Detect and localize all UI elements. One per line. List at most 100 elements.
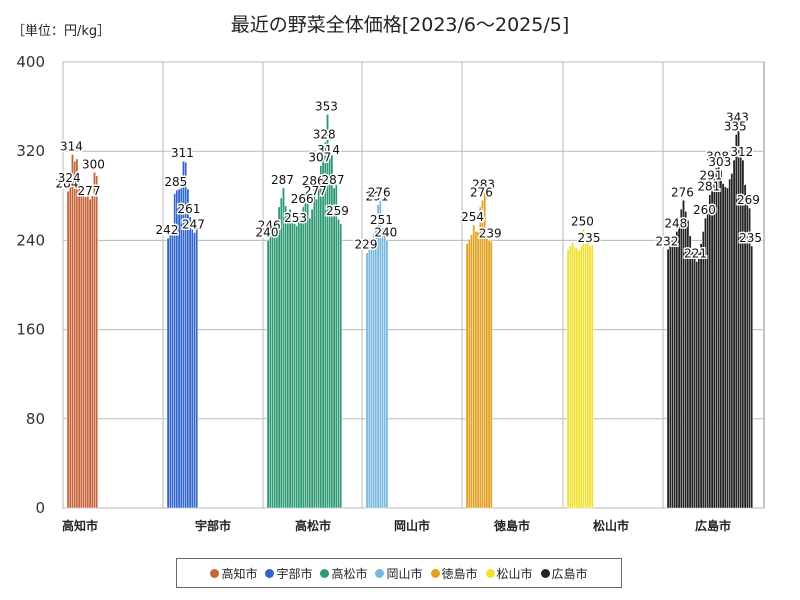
data-label: 254 [461,210,484,224]
bar [737,125,740,509]
bar [269,233,272,509]
data-label: 240 [374,225,397,239]
bar [673,237,676,509]
bar [569,245,572,509]
legend-item-ube: 宇部市 [265,565,312,582]
x-tick-label: 宇部市 [195,518,231,533]
data-label: 251 [370,213,393,227]
bar [319,165,323,509]
bar [68,185,72,509]
legend-dot [485,568,495,578]
data-label: 287 [322,173,345,187]
data-label: 353 [315,99,338,113]
data-label: 286 [302,174,325,188]
data-label: 246 [258,219,281,233]
data-label: 277 [78,184,101,198]
bar [472,224,476,509]
data-label: 324 [58,171,81,185]
bar [374,226,378,509]
bar [385,240,389,509]
bar [190,229,194,509]
y-tick-label: 320 [16,142,45,160]
legend-label: 広島市 [551,566,588,581]
bar [308,217,312,509]
legend-dot [430,568,440,578]
bar [315,198,318,509]
bar [288,208,292,509]
data-label: 276 [671,185,694,199]
bar [465,243,469,509]
data-label: 281 [697,180,720,194]
data-label: 307 [308,151,331,165]
bar [266,240,270,509]
bar [688,235,692,509]
bar [277,206,281,509]
bar [748,207,751,509]
bar [677,222,681,509]
bar [304,193,307,509]
bar [735,134,738,509]
legend-dot [265,568,275,578]
bar [73,161,76,509]
x-tick-label: 高松市 [295,518,331,533]
legend-label: 高松市 [331,566,368,581]
bar [474,231,478,509]
bar [680,208,683,509]
bar [573,246,576,509]
bar [299,211,303,509]
bar [368,248,371,509]
bar [95,175,98,509]
bar [66,191,70,509]
legend-label: 高知市 [221,566,258,581]
bar [173,193,177,509]
bar [280,197,283,509]
data-label: 248 [664,216,687,230]
bar [282,187,285,509]
bar [580,245,583,509]
bar [686,220,690,509]
bar [335,184,338,509]
bar [695,261,698,509]
legend-item-takamatsu: 高松市 [320,565,367,582]
data-label: 259 [326,204,349,218]
data-label: 312 [730,145,753,159]
bar [90,195,94,509]
unit-label: ［単位：円/kg］ [12,24,111,39]
bar [704,217,707,509]
bar [708,194,712,509]
bar [724,186,727,509]
bar [699,243,703,509]
bar [571,242,574,509]
bar [291,219,294,509]
data-label: 247 [182,218,205,232]
bar [490,241,493,509]
bar [715,167,718,509]
bar [710,183,714,509]
x-tick-label: 岡山市 [394,518,430,533]
bar [381,227,384,509]
bar [168,233,172,509]
bar [693,254,696,509]
bar [295,225,299,509]
bar [479,206,482,509]
data-label: 260 [693,203,716,217]
bar [77,178,81,509]
data-label: 242 [156,223,179,237]
legend-label: 松山市 [496,566,533,581]
data-label: 284 [56,176,79,190]
bar [370,244,373,509]
bar [383,234,387,509]
data-label: 235 [578,231,601,245]
bar [485,235,489,509]
bar [481,200,484,509]
bar [82,194,85,509]
y-tick-label: 400 [16,53,45,71]
bar [75,158,79,509]
data-label: 291 [700,169,723,183]
bar [179,187,183,509]
bar [313,188,316,509]
legend-item-matsuyama: 松山市 [485,565,533,582]
data-label: 303 [708,155,731,169]
bar [186,188,190,509]
